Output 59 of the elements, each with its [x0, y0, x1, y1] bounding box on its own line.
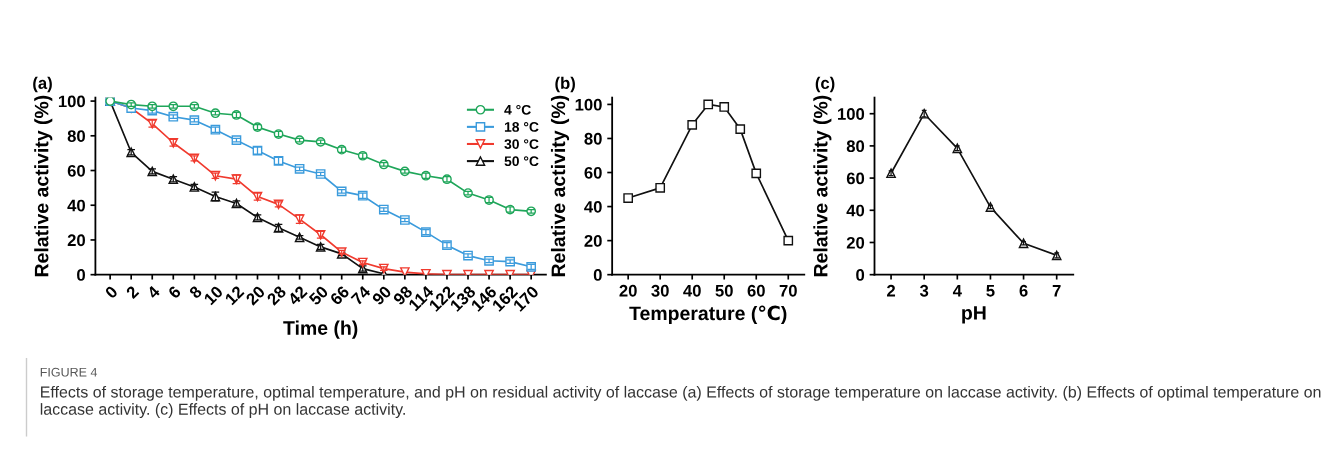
x-tick-label: 4 — [952, 285, 962, 297]
y-tick-label: 100 — [58, 95, 85, 108]
y-tick-label: 20 — [846, 236, 865, 249]
x-axis-title: Time (h) — [283, 320, 358, 339]
y-tick-label: 100 — [838, 108, 865, 120]
x-tick-label: 42 — [286, 285, 308, 306]
text: Effects of storage temperature, optimal temperature, and pH on residual activity of laccase (a) Effects of storage temperature on laccase activity. (b) Effects of optimal temperature on laccase activity. (c) Effects of pH on laccase activity. — [40, 385, 1321, 418]
text: (b) — [555, 76, 575, 93]
text: (c) — [815, 76, 835, 93]
y-tick-label: 40 — [584, 200, 602, 213]
x-tick-label: 20 — [619, 284, 637, 297]
x-tick-label: 6 — [167, 285, 182, 300]
y-tick-label: 0 — [593, 269, 602, 281]
y-tick-label: 0 — [77, 269, 85, 281]
x-tick-label: 74 — [350, 284, 372, 306]
x-tick-label: 4 — [146, 284, 161, 300]
legend-label: 30 °C — [504, 139, 539, 149]
x-tick-label: 12 — [224, 285, 245, 306]
x-tick-label: 30 — [651, 284, 669, 297]
x-tick-label: 40 — [683, 284, 701, 297]
x-tick-label: 2 — [125, 285, 140, 300]
x-axis-title: pH — [962, 306, 986, 324]
y-tick-label: 40 — [67, 199, 85, 212]
x-tick-label: 28 — [266, 285, 287, 306]
y-tick-label: 60 — [584, 166, 602, 179]
y-tick-label: 40 — [846, 204, 865, 217]
y-tick-label: 20 — [67, 234, 85, 247]
text: (a) — [33, 76, 52, 93]
x-tick-label: 10 — [203, 285, 224, 306]
y-tick-label: 80 — [67, 130, 85, 142]
y-axis-title: Relative activity (%) — [34, 95, 53, 277]
caption: FIGURE 4 — [40, 367, 98, 377]
x-tick-label: 20 — [245, 285, 266, 306]
x-tick-label: 6 — [1019, 284, 1028, 297]
legend-label: 50 °C — [504, 156, 539, 167]
legend-label: 18 °C — [504, 122, 539, 132]
x-tick-label: 8 — [188, 285, 203, 300]
x-tick-label: 3 — [919, 284, 929, 297]
x-axis-title: Temperature (℃) — [629, 305, 787, 325]
x-tick-label: 0 — [104, 285, 119, 300]
y-tick-label: 100 — [575, 98, 602, 111]
legend-label: 4 °C — [504, 104, 531, 115]
x-tick-label: 50 — [715, 284, 733, 297]
x-tick-label: 2 — [887, 284, 896, 297]
x-tick-label: 7 — [1052, 285, 1061, 297]
x-tick-label: 5 — [986, 285, 995, 297]
x-tick-label: 50 — [308, 285, 329, 306]
x-tick-label: 70 — [779, 284, 797, 297]
x-tick-label: 60 — [747, 284, 765, 297]
y-axis-title: Relative activity (%) — [813, 95, 832, 277]
y-tick-label: 80 — [584, 132, 602, 145]
x-tick-label: 66 — [329, 285, 350, 306]
x-tick-label: 90 — [371, 285, 392, 306]
y-tick-label: 20 — [584, 235, 602, 247]
y-tick-label: 60 — [846, 172, 865, 185]
y-tick-label: 0 — [856, 269, 865, 281]
y-axis-title: Relative activity (%) — [550, 95, 570, 277]
y-tick-label: 80 — [846, 140, 865, 153]
y-tick-label: 60 — [67, 164, 85, 177]
